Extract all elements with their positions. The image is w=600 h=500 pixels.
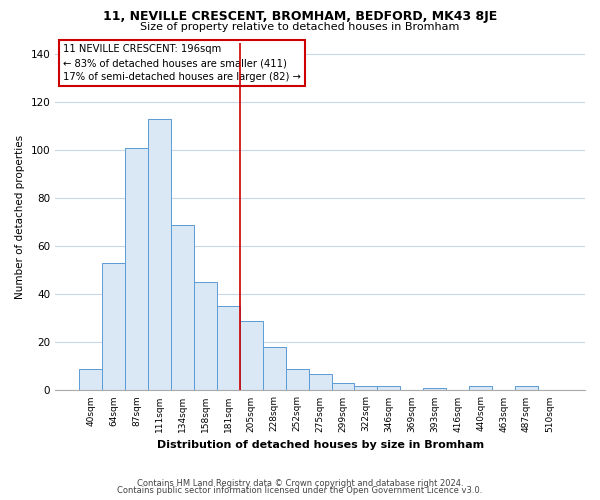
Text: Contains HM Land Registry data © Crown copyright and database right 2024.: Contains HM Land Registry data © Crown c… — [137, 478, 463, 488]
Bar — [377, 386, 400, 390]
Bar — [355, 386, 377, 390]
Text: Size of property relative to detached houses in Bromham: Size of property relative to detached ho… — [140, 22, 460, 32]
Text: Contains public sector information licensed under the Open Government Licence v3: Contains public sector information licen… — [118, 486, 482, 495]
Bar — [148, 120, 171, 390]
Bar — [515, 386, 538, 390]
Text: 11, NEVILLE CRESCENT, BROMHAM, BEDFORD, MK43 8JE: 11, NEVILLE CRESCENT, BROMHAM, BEDFORD, … — [103, 10, 497, 23]
Bar — [194, 282, 217, 391]
X-axis label: Distribution of detached houses by size in Bromham: Distribution of detached houses by size … — [157, 440, 484, 450]
Y-axis label: Number of detached properties: Number of detached properties — [15, 134, 25, 298]
Bar — [240, 321, 263, 390]
Bar — [171, 225, 194, 390]
Bar — [79, 369, 102, 390]
Bar — [263, 347, 286, 391]
Bar — [469, 386, 492, 390]
Text: 11 NEVILLE CRESCENT: 196sqm
← 83% of detached houses are smaller (411)
17% of se: 11 NEVILLE CRESCENT: 196sqm ← 83% of det… — [63, 44, 301, 82]
Bar — [332, 383, 355, 390]
Bar — [217, 306, 240, 390]
Bar — [125, 148, 148, 390]
Bar — [423, 388, 446, 390]
Bar — [308, 374, 332, 390]
Bar — [102, 264, 125, 390]
Bar — [286, 369, 308, 390]
